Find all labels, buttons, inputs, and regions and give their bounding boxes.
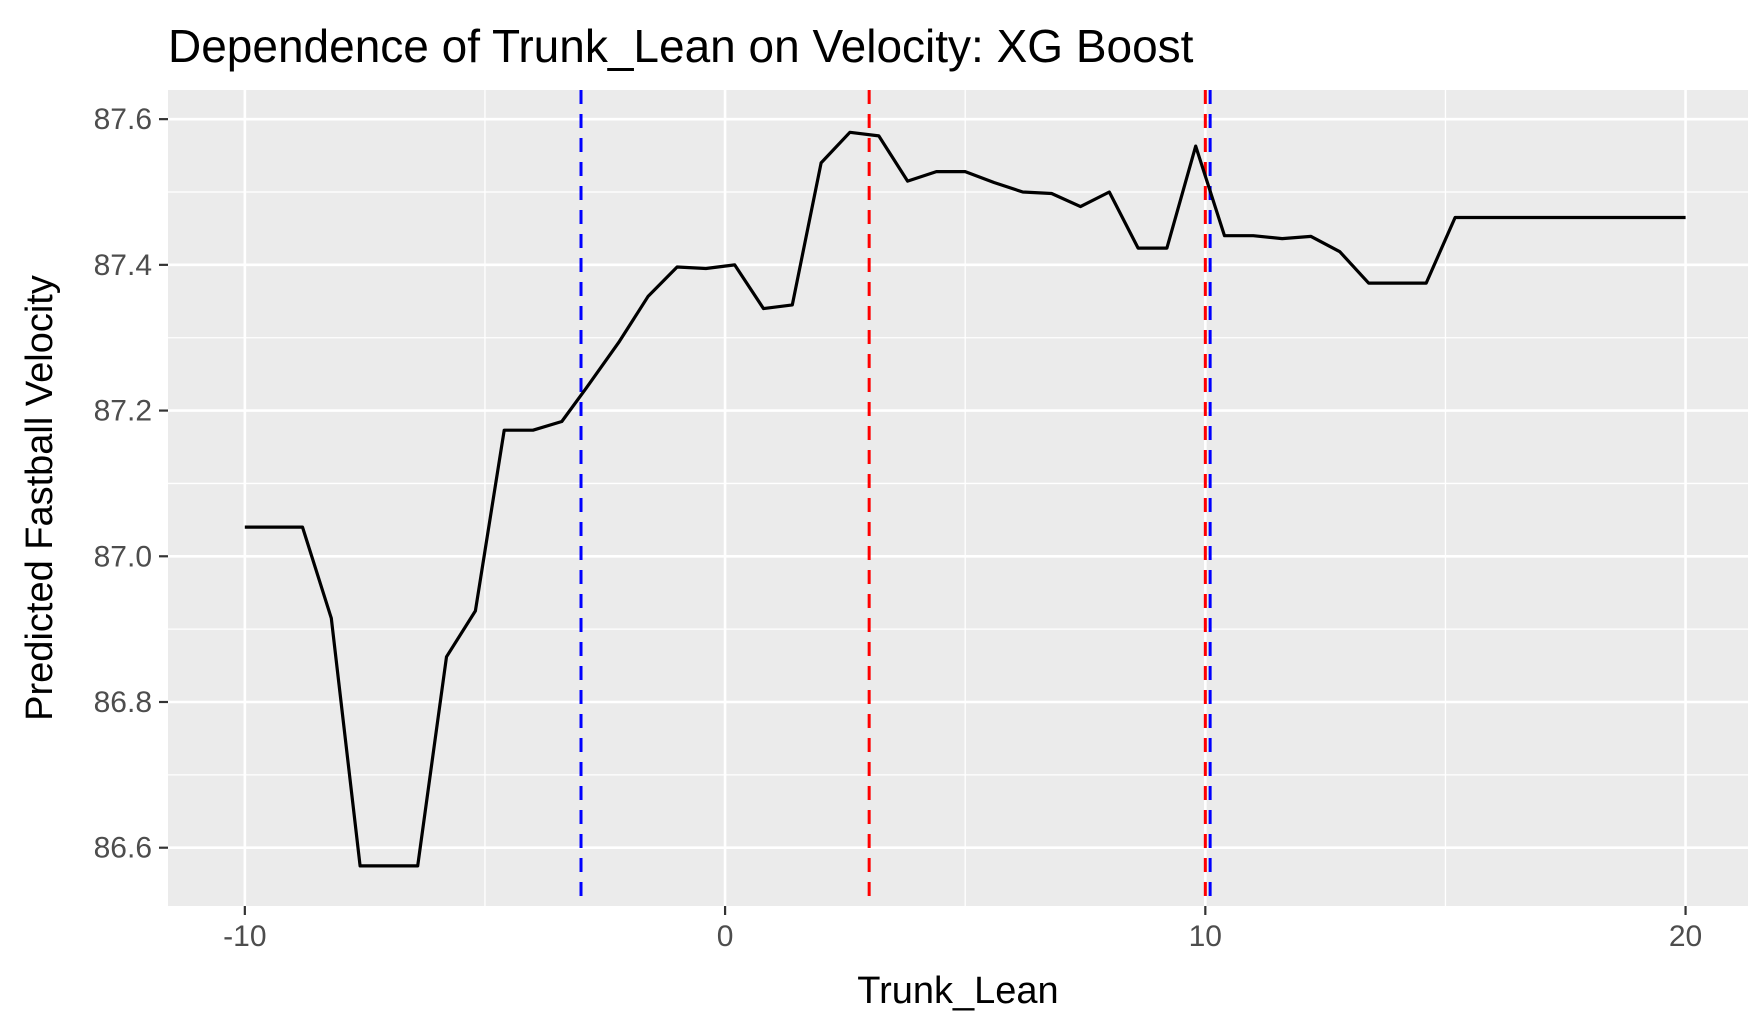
reference-lines [579,90,1212,906]
y-axis-title: Predicted Fastball Velocity [19,275,61,721]
y-tick-label: 86.8 [94,686,152,719]
plot-panel [168,90,1748,906]
y-axis-ticks: 86.6 86.8 87.0 87.2 87.4 87.6 [94,103,168,865]
series-line-1 [244,130,1686,868]
y-tick-label: 86.6 [94,832,152,865]
x-tick-label: -10 [223,920,266,953]
chart-title: Dependence of Trunk_Lean on Velocity: XG… [168,20,1194,72]
x-axis-ticks: -10 0 10 20 [223,906,1702,953]
y-tick-label: 87.6 [94,103,152,136]
y-tick-label: 87.4 [94,249,152,282]
major-gridlines [168,90,1748,906]
y-tick-label: 87.0 [94,540,152,573]
series-lines [244,130,1686,868]
x-axis-title: Trunk_Lean [857,970,1058,1012]
x-tick-label: 20 [1669,920,1702,953]
x-tick-label: 10 [1189,920,1222,953]
x-tick-label: 0 [717,920,734,953]
y-tick-label: 87.2 [94,395,152,428]
